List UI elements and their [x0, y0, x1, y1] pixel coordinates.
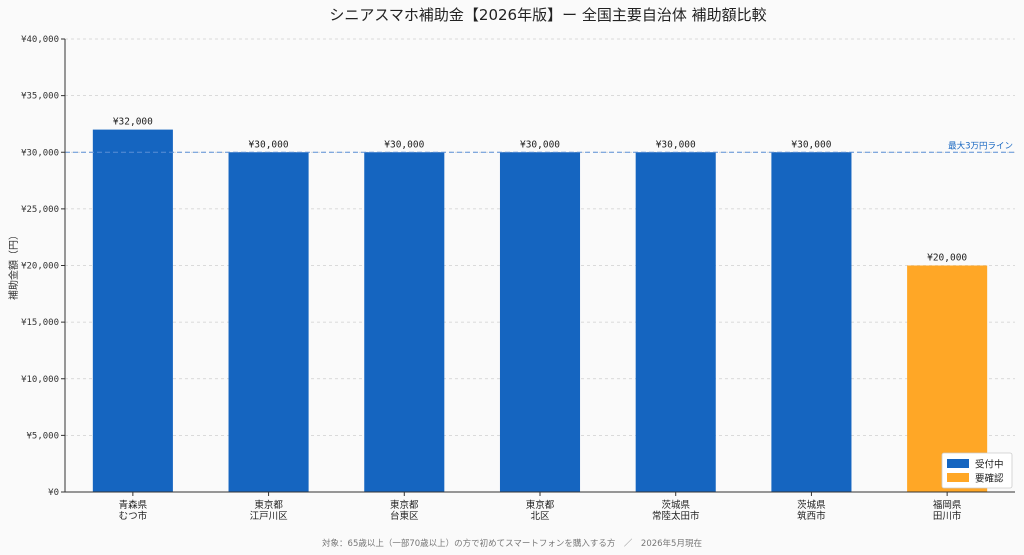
- y-tick-label: ¥10,000: [21, 375, 59, 385]
- data-labels: ¥32,000 ¥30,000 ¥30,000 ¥30,000 ¥30,000 ¥30,0…: [113, 117, 968, 264]
- legend-swatch: [947, 473, 969, 482]
- data-label: ¥30,000: [249, 139, 289, 150]
- x-tick-label: 北区: [530, 511, 550, 522]
- legend-label: 要確認: [975, 473, 1004, 485]
- x-tick-label: 青森県: [119, 499, 148, 511]
- bar: [499, 152, 581, 492]
- bars: [92, 129, 988, 492]
- x-tick-label: 茨城県: [797, 499, 826, 511]
- legend-swatch: [947, 459, 969, 468]
- x-tick-label: 東京都: [390, 499, 419, 511]
- bar: [364, 152, 445, 492]
- data-label: ¥32,000: [113, 117, 153, 128]
- x-tick-label: 筑西市: [797, 510, 826, 522]
- y-tick-label: ¥5,000: [26, 431, 59, 441]
- x-tick-label: 茨城県: [661, 499, 690, 511]
- bar: [92, 129, 173, 492]
- footnote: 対象：65歳以上（一部70歳以上）の方で初めてスマートフォンを購入する方 ／ 2…: [322, 538, 702, 549]
- x-tick-label: 台東区: [390, 510, 419, 522]
- data-label: ¥30,000: [384, 139, 424, 150]
- x-tick-label: 東京都: [526, 499, 555, 511]
- bar: [771, 152, 852, 492]
- bar: [228, 152, 309, 492]
- x-tick-label: 常陸太田市: [652, 510, 700, 522]
- x-tick-label: 東京都: [254, 499, 283, 511]
- y-tick-label: ¥0: [48, 488, 59, 498]
- y-axis-ticks: ¥0 ¥5,000 ¥10,000 ¥15,000 ¥20,000 ¥25,000 ¥30,…: [21, 35, 65, 498]
- reference-line-label: 最大3万円ライン: [948, 140, 1013, 151]
- y-tick-label: ¥15,000: [21, 318, 59, 328]
- data-label: ¥30,000: [656, 139, 696, 150]
- data-label: ¥20,000: [927, 253, 967, 264]
- y-tick-label: ¥25,000: [21, 205, 59, 215]
- x-tick-label: むつ市: [119, 510, 148, 522]
- y-axis-label: 補助金額（円）: [7, 230, 20, 300]
- y-tick-label: ¥30,000: [21, 148, 59, 158]
- x-tick-label: 江戸川区: [250, 511, 289, 522]
- x-axis-categories: 青森県むつ市東京都江戸川区東京都台東区東京都北区茨城県常陸太田市茨城県筑西市福岡…: [119, 492, 962, 522]
- legend-label: 受付中: [975, 459, 1004, 471]
- chart-title: シニアスマホ補助金【2026年版】ー 全国主要自治体 補助額比較: [329, 6, 766, 24]
- bar: [635, 152, 716, 492]
- x-tick-label: 田川市: [933, 510, 962, 522]
- y-tick-label: ¥40,000: [21, 35, 59, 45]
- data-label: ¥30,000: [791, 139, 831, 150]
- x-tick-label: 福岡県: [933, 499, 962, 511]
- data-label: ¥30,000: [520, 139, 560, 150]
- reference-line: 最大3万円ライン: [65, 140, 1015, 153]
- y-tick-label: ¥20,000: [21, 262, 59, 272]
- y-tick-label: ¥35,000: [21, 92, 59, 102]
